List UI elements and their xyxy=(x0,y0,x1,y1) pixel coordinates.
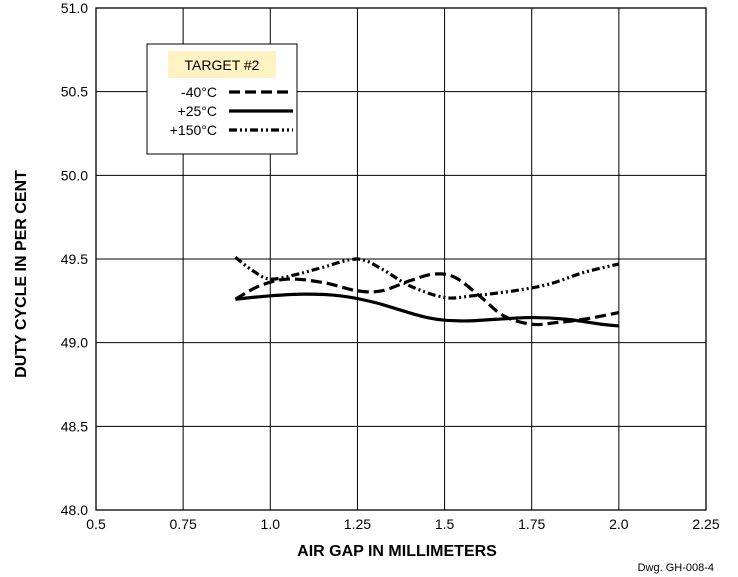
x-tick-label: 0.5 xyxy=(86,516,106,532)
legend-label: +150°C xyxy=(170,122,217,138)
legend-title: TARGET #2 xyxy=(185,57,260,73)
x-tick-label: 2.25 xyxy=(692,516,719,532)
series-line-2 xyxy=(235,292,620,328)
legend-items: -40°C +25°C +150°C xyxy=(170,84,293,138)
series-lines xyxy=(234,256,620,328)
y-tick-label: 49.5 xyxy=(61,251,88,267)
legend: TARGET #2 -40°C +25°C +150°C xyxy=(146,43,298,155)
x-tick-label: 2.0 xyxy=(609,516,629,532)
y-tick-label: 49.0 xyxy=(61,335,88,351)
y-tick-label: 51.0 xyxy=(61,0,88,16)
x-tick-label: 1.0 xyxy=(261,516,281,532)
series-line-1 xyxy=(234,272,620,327)
plot-frame xyxy=(95,7,707,511)
legend-title-background xyxy=(168,51,276,78)
x-tick-label: 1.25 xyxy=(344,516,371,532)
legend-label: +25°C xyxy=(178,103,217,119)
y-tick-label: 48.5 xyxy=(61,418,88,434)
legend-label: -40°C xyxy=(181,84,217,100)
y-axis-title: DUTY CYCLE IN PER CENT xyxy=(13,170,30,378)
series-line-3 xyxy=(234,256,620,300)
y-tick-label: 50.0 xyxy=(61,167,88,183)
x-axis-title: AIR GAP IN MILLIMETERS xyxy=(297,543,497,560)
y-tick-label: 50.5 xyxy=(61,84,88,100)
x-tick-label: 1.75 xyxy=(518,516,545,532)
x-tick-label: 0.75 xyxy=(170,516,197,532)
y-tick-label: 48.0 xyxy=(61,502,88,518)
grid xyxy=(95,7,707,511)
tick-labels: 0.5 0.75 1.0 1.25 1.5 1.75 2.0 2.25 48.0 48.5 49.0… xyxy=(61,0,720,532)
x-tick-label: 1.5 xyxy=(435,516,455,532)
drawing-number: Dwg. GH-008-4 xyxy=(638,562,714,574)
